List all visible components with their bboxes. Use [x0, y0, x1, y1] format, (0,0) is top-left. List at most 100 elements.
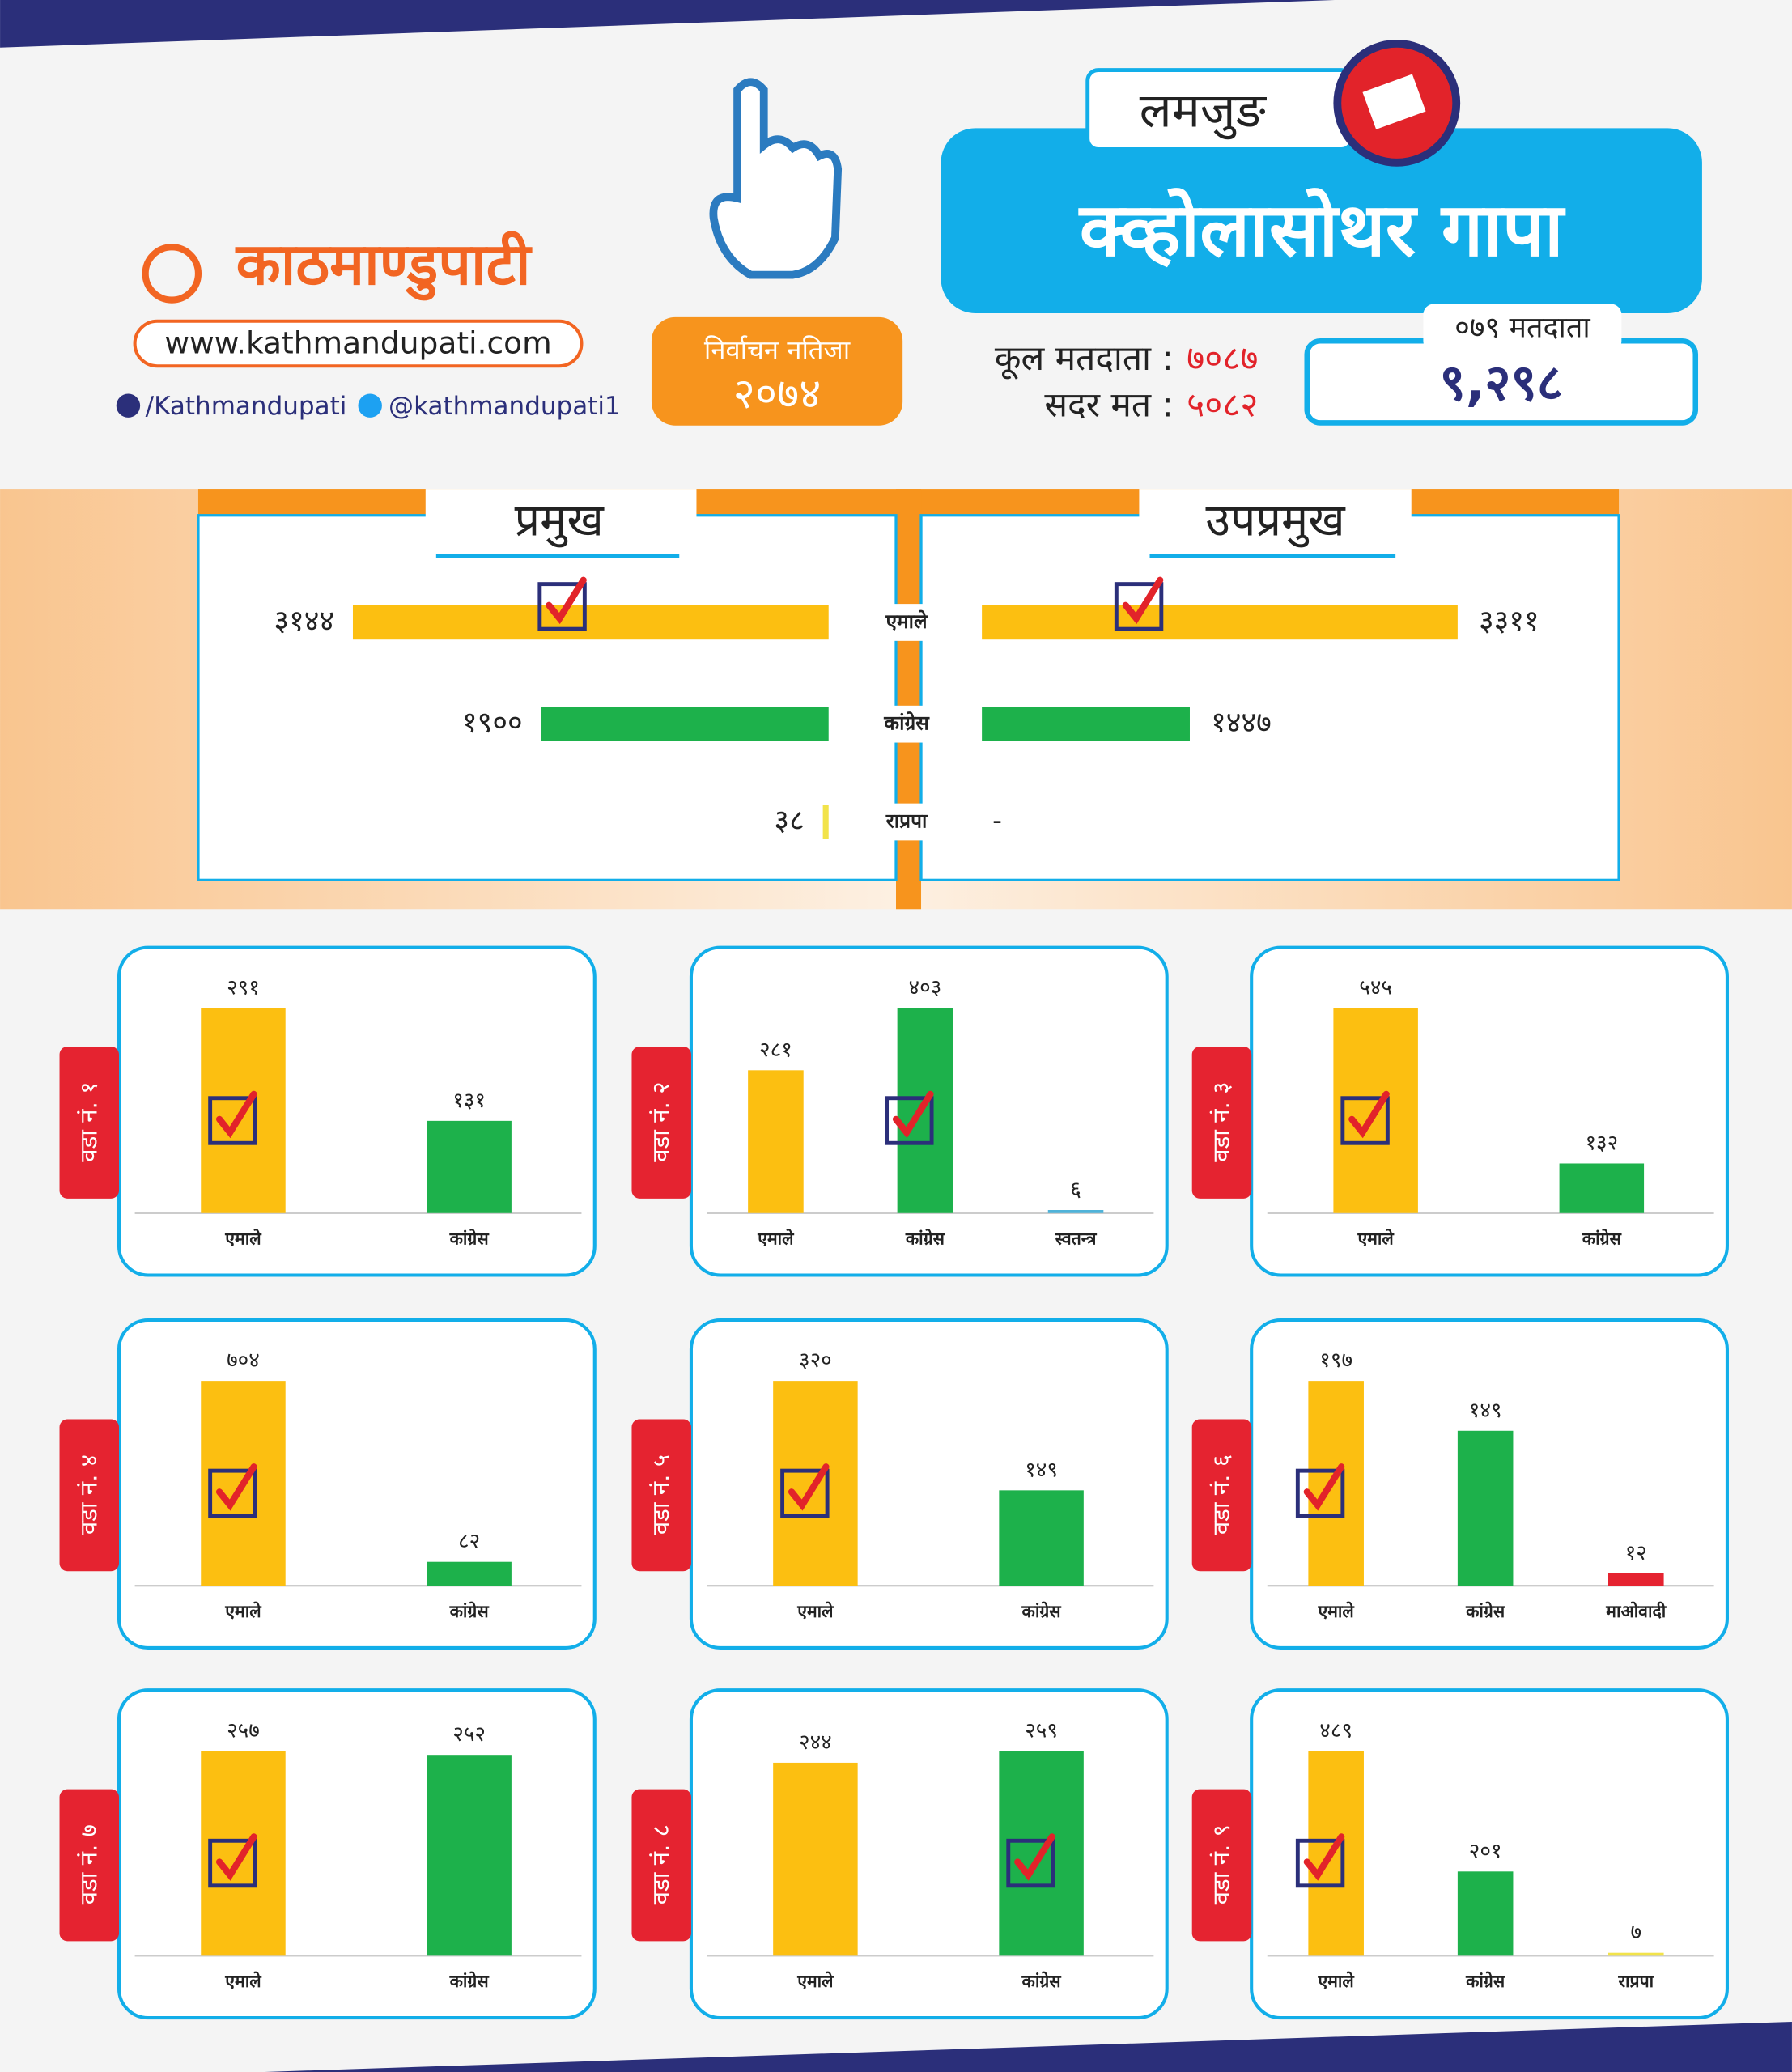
category-label: कांग्रेस	[1021, 1971, 1063, 1992]
ward-panel	[689, 1688, 1169, 2020]
check-mark	[546, 576, 587, 625]
facebook: /Kathmandupati	[146, 392, 347, 421]
bar	[999, 1490, 1084, 1586]
deputy-panel	[919, 514, 1620, 881]
category-label: माओवादी	[1605, 1601, 1667, 1622]
category-label: राप्रपा	[1617, 1972, 1654, 1992]
voters-079-label: ०७९ मतदाता	[1454, 312, 1590, 345]
ward-panel	[117, 945, 597, 1277]
category-chip	[859, 604, 954, 641]
voters-079-chip	[1423, 304, 1622, 352]
bar	[822, 805, 829, 839]
value-label: ३८	[774, 805, 804, 838]
value-label: १४९	[1025, 1458, 1058, 1482]
bar	[1308, 1751, 1364, 1956]
value-label: ७	[1630, 1921, 1641, 1945]
check-box	[1006, 1838, 1055, 1888]
check-mark	[1014, 1833, 1055, 1881]
value-label: ४८९	[1319, 1718, 1352, 1743]
check-mark	[1348, 1090, 1390, 1139]
value-label: ५४५	[1359, 976, 1392, 1000]
bar	[982, 707, 1190, 741]
value-label: ७०४	[227, 1348, 260, 1373]
check-box	[885, 1096, 934, 1145]
mayor-divider	[896, 489, 922, 910]
voters-label: कूल मतदाता :	[995, 339, 1174, 380]
bar	[897, 1008, 953, 1213]
value-label: ३३११	[1479, 605, 1539, 638]
bar	[427, 1120, 512, 1213]
check-box	[780, 1468, 830, 1518]
ward-panel	[689, 1318, 1169, 1650]
twitter: @kathmandupati1	[389, 392, 621, 421]
district: लमजुङ	[1140, 83, 1268, 140]
ward-title: वडा नं. ७	[75, 1824, 103, 1904]
ward-title: वडा नं. ८	[648, 1824, 675, 1904]
value-label: २५७	[227, 1718, 260, 1743]
badge-year: २०७४	[733, 370, 822, 418]
value-label: १९००	[462, 707, 523, 740]
value-label: ३२०	[799, 1348, 832, 1373]
category-label: एमाले	[1357, 1228, 1395, 1249]
facebook-icon	[116, 393, 141, 418]
ward-tab	[59, 1419, 119, 1572]
ward-title: वडा नं. ३	[1208, 1081, 1235, 1161]
category-label: एमाले	[757, 1228, 795, 1249]
voters-079: ९,२९८	[1439, 353, 1563, 412]
website: www.kathmandupati.com	[164, 325, 551, 361]
category-label: एमाले	[796, 1971, 834, 1992]
badge	[651, 316, 903, 426]
top-strip	[0, 0, 1336, 48]
ward-tab	[631, 1419, 691, 1572]
bar	[1608, 1573, 1664, 1586]
check-box	[1295, 1468, 1345, 1518]
value-label: -	[992, 805, 1002, 836]
bar	[1608, 1952, 1664, 1956]
bar	[427, 1755, 512, 1956]
ward-panel	[1250, 945, 1729, 1277]
title-box	[941, 128, 1702, 313]
value-label: १४४७	[1211, 707, 1272, 740]
category-label: कांग्रेस	[1021, 1601, 1063, 1622]
value-label: २८१	[759, 1038, 792, 1062]
check-mark	[216, 1090, 257, 1139]
bar	[982, 605, 1458, 640]
category-label: कांग्रेस	[449, 1601, 490, 1622]
value-label: १२	[1625, 1541, 1647, 1565]
value-label: ८२	[458, 1530, 480, 1554]
value-label: २०१	[1469, 1839, 1502, 1863]
category-label: स्वतन्त्र	[1055, 1229, 1098, 1249]
ward-title: वडा नं. ६	[1208, 1454, 1235, 1535]
check-box	[208, 1838, 257, 1888]
bar	[1559, 1163, 1645, 1213]
category-chip	[859, 803, 954, 841]
bar	[352, 605, 829, 640]
bar	[773, 1762, 858, 1956]
series-title: प्रमुख	[515, 495, 605, 548]
check-box	[208, 1468, 257, 1518]
check-box	[208, 1096, 257, 1145]
category-label: कांग्रेस	[883, 711, 930, 735]
category-label: एमाले	[224, 1971, 262, 1992]
ward-title: वडा नं. २	[648, 1081, 675, 1161]
check-mark	[788, 1463, 830, 1511]
category-label: एमाले	[224, 1228, 262, 1249]
deputy-tab	[1139, 489, 1412, 558]
badge-title: निर्वाचन नतिजा	[704, 334, 851, 365]
check-mark	[216, 1463, 257, 1511]
check-box	[1114, 582, 1164, 631]
hand-icon	[709, 78, 843, 279]
ward-tab	[59, 1789, 119, 1942]
ward-tab	[1191, 1789, 1252, 1942]
ward-title: वडा नं. १	[75, 1081, 103, 1161]
twitter-icon	[358, 393, 382, 418]
value-label: २५२	[452, 1722, 486, 1747]
category-label: एमाले	[796, 1601, 834, 1622]
category-label: एमाले	[885, 609, 929, 633]
logo: काठमाण्डुपाटी	[235, 230, 533, 301]
value-label: २५९	[1025, 1718, 1058, 1743]
value-label: १३१	[452, 1089, 486, 1113]
category-chip	[859, 705, 954, 743]
